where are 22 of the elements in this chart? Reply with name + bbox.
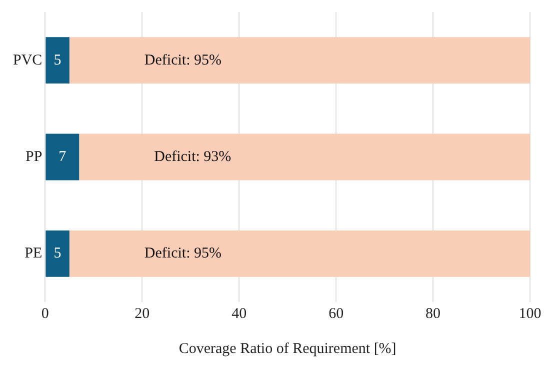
x-tick-label: 0	[41, 306, 49, 322]
bar	[46, 37, 70, 84]
bar	[69, 37, 530, 84]
y-tick-label: PE	[24, 246, 42, 262]
data-label: 5	[54, 52, 62, 68]
data-label: 5	[54, 246, 62, 262]
bar	[46, 230, 70, 277]
x-tick-label: 40	[232, 306, 247, 322]
data-label: Deficit: 95%	[144, 52, 222, 68]
x-tick-label: 100	[518, 306, 542, 322]
x-tick-label: 80	[426, 306, 441, 322]
y-tick-label: PP	[25, 148, 42, 165]
x-tick-label: 60	[328, 306, 344, 322]
data-label: 7	[58, 148, 67, 165]
y-tick-label: PVC	[12, 52, 42, 68]
bar	[69, 230, 530, 277]
bar	[46, 134, 80, 180]
x-tick-label: 20	[134, 306, 150, 322]
data-label: Deficit: 95%	[144, 246, 222, 262]
data-label: Deficit: 93%	[154, 148, 232, 165]
x-axis-title: Coverage Ratio of Requirement [%]	[178, 340, 396, 357]
bar	[79, 134, 530, 180]
